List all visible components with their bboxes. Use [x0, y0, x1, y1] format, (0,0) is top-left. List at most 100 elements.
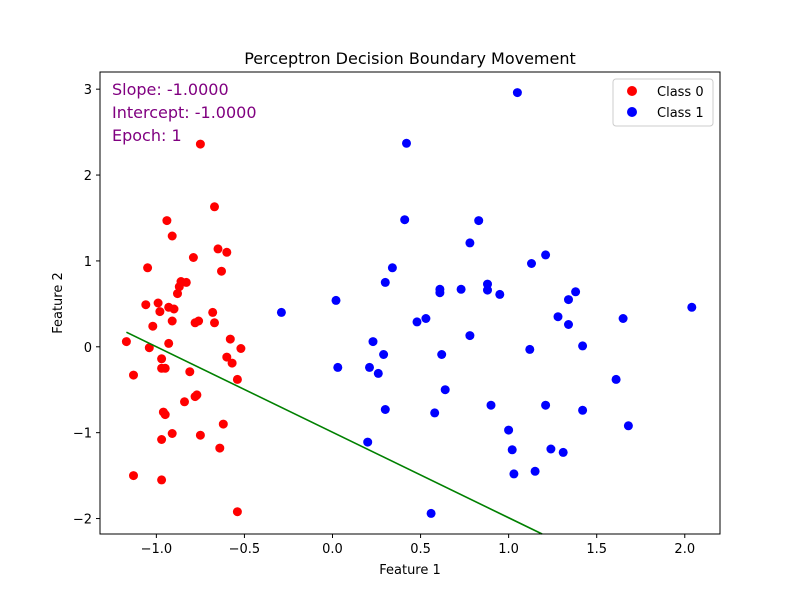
class-1-point-49 — [426, 508, 436, 518]
class-1-point-42 — [504, 425, 514, 435]
class-1-point-35 — [440, 385, 450, 395]
axes-frame — [99, 71, 721, 535]
class-1-point-17 — [331, 295, 341, 305]
plot-area — [99, 71, 721, 535]
class-1-point-44 — [546, 444, 556, 454]
class-1-point-1 — [402, 138, 411, 148]
class-0-point-19 — [167, 316, 177, 326]
class-0-point-43 — [167, 429, 177, 438]
y-tick-label: −1 — [73, 427, 92, 442]
axes-background — [100, 72, 720, 534]
class-1-point-3 — [474, 216, 484, 226]
x-tick-label: 1.5 — [586, 542, 607, 557]
class-1-point-29 — [379, 350, 389, 359]
annotation-box: Slope: -1.0000 Intercept: -1.0000 Epoch:… — [112, 80, 257, 145]
slope-annotation: Slope: -1.0000 — [112, 80, 229, 99]
class-1-point-47 — [530, 466, 540, 476]
class-0-point-1 — [210, 202, 219, 212]
points-layer — [121, 88, 697, 518]
class-0-point-23 — [148, 321, 158, 331]
class-0-point-44 — [195, 430, 205, 440]
class-0-point-8 — [217, 266, 226, 276]
y-tick-label: 3 — [84, 83, 92, 98]
legend-label-class-1: Class 1 — [657, 106, 704, 121]
y-tick-label: 0 — [84, 341, 92, 356]
class-1-point-36 — [541, 400, 551, 410]
class-0-point-10 — [181, 277, 191, 287]
class-1-point-18 — [687, 302, 697, 312]
class-0-point-22 — [210, 318, 219, 328]
class-1-point-0 — [512, 88, 522, 98]
line-layer — [126, 331, 543, 535]
y-axis: −2 −1 0 1 2 3 — [73, 83, 100, 528]
class-0-point-47 — [129, 471, 138, 481]
class-0-point-28 — [236, 344, 246, 353]
epoch-annotation: Epoch: 1 — [112, 126, 182, 145]
class-1-point-26 — [368, 337, 378, 347]
class-1-point-13 — [571, 287, 581, 297]
class-0-point-41 — [160, 410, 170, 420]
class-0-point-14 — [141, 300, 151, 310]
x-tick-label: 2.0 — [674, 542, 695, 557]
class-1-point-16 — [564, 295, 573, 305]
class-1-point-39 — [380, 405, 390, 414]
class-1-point-11 — [456, 284, 466, 294]
class-1-point-33 — [373, 368, 383, 378]
class-0-point-29 — [222, 352, 232, 362]
class-1-point-48 — [509, 469, 519, 479]
class-0-point-46 — [215, 443, 225, 453]
legend-frame — [612, 78, 714, 127]
class-1-point-21 — [421, 314, 431, 323]
class-0-point-3 — [167, 231, 177, 241]
class-0-point-16 — [169, 304, 179, 314]
class-1-point-40 — [430, 408, 440, 418]
class-0-point-26 — [164, 338, 174, 348]
class-1-point-8 — [380, 277, 390, 287]
class-1-point-24 — [564, 320, 573, 329]
class-1-point-4 — [465, 238, 475, 248]
class-1-point-34 — [611, 374, 621, 384]
legend: Class 0 Class 1 — [612, 78, 714, 127]
class-0-point-39 — [180, 397, 189, 407]
y-axis-label: Feature 2 — [51, 272, 66, 334]
class-0-point-31 — [227, 358, 237, 368]
class-1-point-5 — [541, 250, 551, 260]
class-0-point-12 — [173, 289, 182, 299]
class-1-point-32 — [365, 362, 374, 372]
x-tick-label: 0.5 — [410, 542, 431, 557]
class-0-point-2 — [162, 216, 172, 226]
class-0-point-42 — [218, 419, 228, 429]
class-0-point-38 — [190, 392, 200, 402]
class-0-point-0 — [195, 139, 205, 149]
x-tick-label: −1.0 — [141, 542, 173, 557]
class-1-point-7 — [387, 263, 397, 273]
class-0-point-24 — [225, 334, 235, 344]
decision-boundary-line — [126, 331, 543, 535]
class-0-point-48 — [157, 475, 167, 485]
class-0-point-33 — [160, 363, 170, 373]
class-1-point-20 — [553, 312, 563, 322]
class-1-point-2 — [400, 215, 410, 225]
class-0-point-36 — [232, 374, 242, 384]
class-0-point-27 — [144, 343, 154, 353]
class-0-point-11 — [174, 282, 184, 292]
legend-marker-class-0 — [627, 86, 637, 96]
y-tick-label: 1 — [84, 255, 92, 270]
legend-marker-class-1 — [627, 107, 637, 117]
class-0-point-35 — [129, 370, 138, 380]
x-axis: −1.0 −0.5 0.0 0.5 1.0 1.5 2.0 — [141, 534, 695, 557]
class-0-point-18 — [208, 307, 218, 317]
class-0-point-13 — [153, 298, 163, 308]
class-1-point-45 — [558, 447, 568, 457]
x-axis-label: Feature 1 — [379, 563, 441, 578]
class-1-point-46 — [507, 445, 517, 455]
class-1-point-37 — [486, 400, 496, 410]
class-1-point-41 — [623, 421, 633, 431]
class-0-point-45 — [157, 435, 167, 444]
class-0-point-5 — [222, 247, 232, 257]
class-1-point-19 — [276, 307, 286, 317]
class-1-point-27 — [578, 341, 588, 351]
class-0-point-49 — [232, 507, 242, 517]
class-1-point-15 — [495, 289, 505, 299]
